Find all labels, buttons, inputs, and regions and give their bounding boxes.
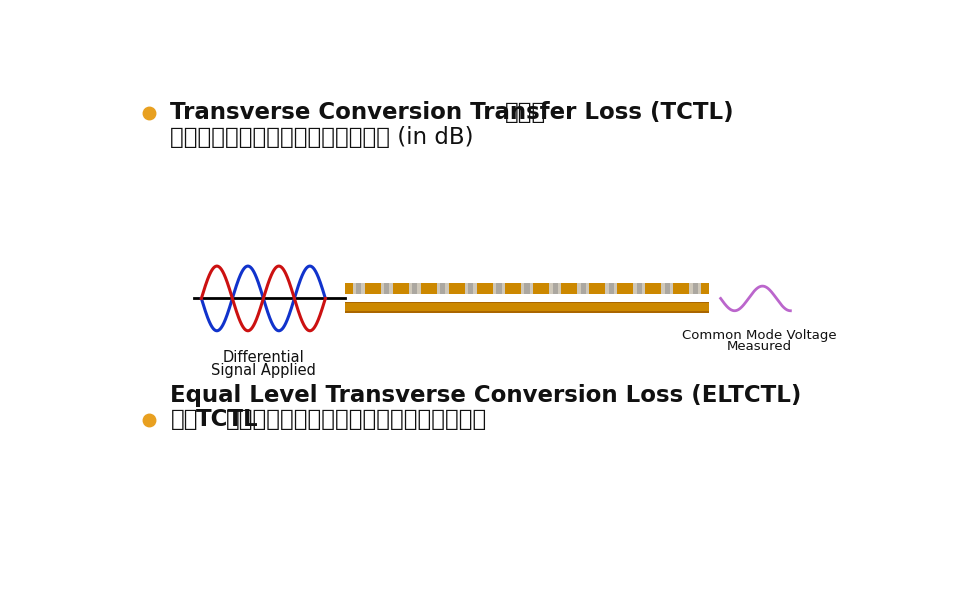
- Bar: [468, 284, 473, 294]
- Text: 号和同一线对另一端共模电压的比值 (in dB): 号和同一线对另一端共模电压的比值 (in dB): [170, 126, 474, 149]
- Bar: [384, 284, 390, 294]
- Bar: [605, 284, 617, 294]
- Bar: [524, 284, 530, 294]
- Text: Common Mode Voltage: Common Mode Voltage: [682, 329, 837, 342]
- Bar: [380, 284, 394, 294]
- Text: 由于: 由于: [170, 408, 198, 431]
- Bar: [352, 284, 365, 294]
- Text: 随链路加长会自动改善，所以实际上我们用: 随链路加长会自动改善，所以实际上我们用: [226, 408, 487, 431]
- Bar: [520, 284, 534, 294]
- Bar: [441, 284, 445, 294]
- Text: Equal Level Transverse Conversion Loss (ELTCTL): Equal Level Transverse Conversion Loss (…: [170, 384, 802, 406]
- Text: Transverse Conversion Transfer Loss (TCTL): Transverse Conversion Transfer Loss (TCT…: [170, 101, 734, 124]
- Bar: [345, 303, 709, 313]
- Bar: [689, 284, 702, 294]
- Bar: [636, 284, 641, 294]
- Bar: [664, 284, 670, 294]
- Bar: [409, 284, 421, 294]
- Bar: [581, 284, 586, 294]
- Text: 差分信: 差分信: [505, 101, 546, 124]
- Bar: [633, 284, 645, 294]
- Text: TCTL: TCTL: [196, 408, 258, 431]
- Bar: [492, 284, 505, 294]
- Bar: [703, 284, 709, 294]
- Bar: [577, 284, 589, 294]
- Bar: [496, 284, 501, 294]
- Bar: [345, 302, 709, 303]
- Bar: [692, 284, 698, 294]
- Bar: [413, 284, 418, 294]
- Bar: [356, 284, 361, 294]
- Bar: [609, 284, 613, 294]
- Bar: [660, 284, 673, 294]
- Bar: [553, 284, 558, 294]
- Bar: [465, 284, 477, 294]
- Bar: [345, 284, 351, 294]
- Text: Signal Applied: Signal Applied: [211, 363, 316, 378]
- Bar: [345, 311, 709, 313]
- Text: Differential: Differential: [223, 350, 304, 365]
- Bar: [437, 284, 449, 294]
- Bar: [549, 284, 562, 294]
- Bar: [345, 284, 709, 294]
- Text: Measured: Measured: [727, 340, 792, 353]
